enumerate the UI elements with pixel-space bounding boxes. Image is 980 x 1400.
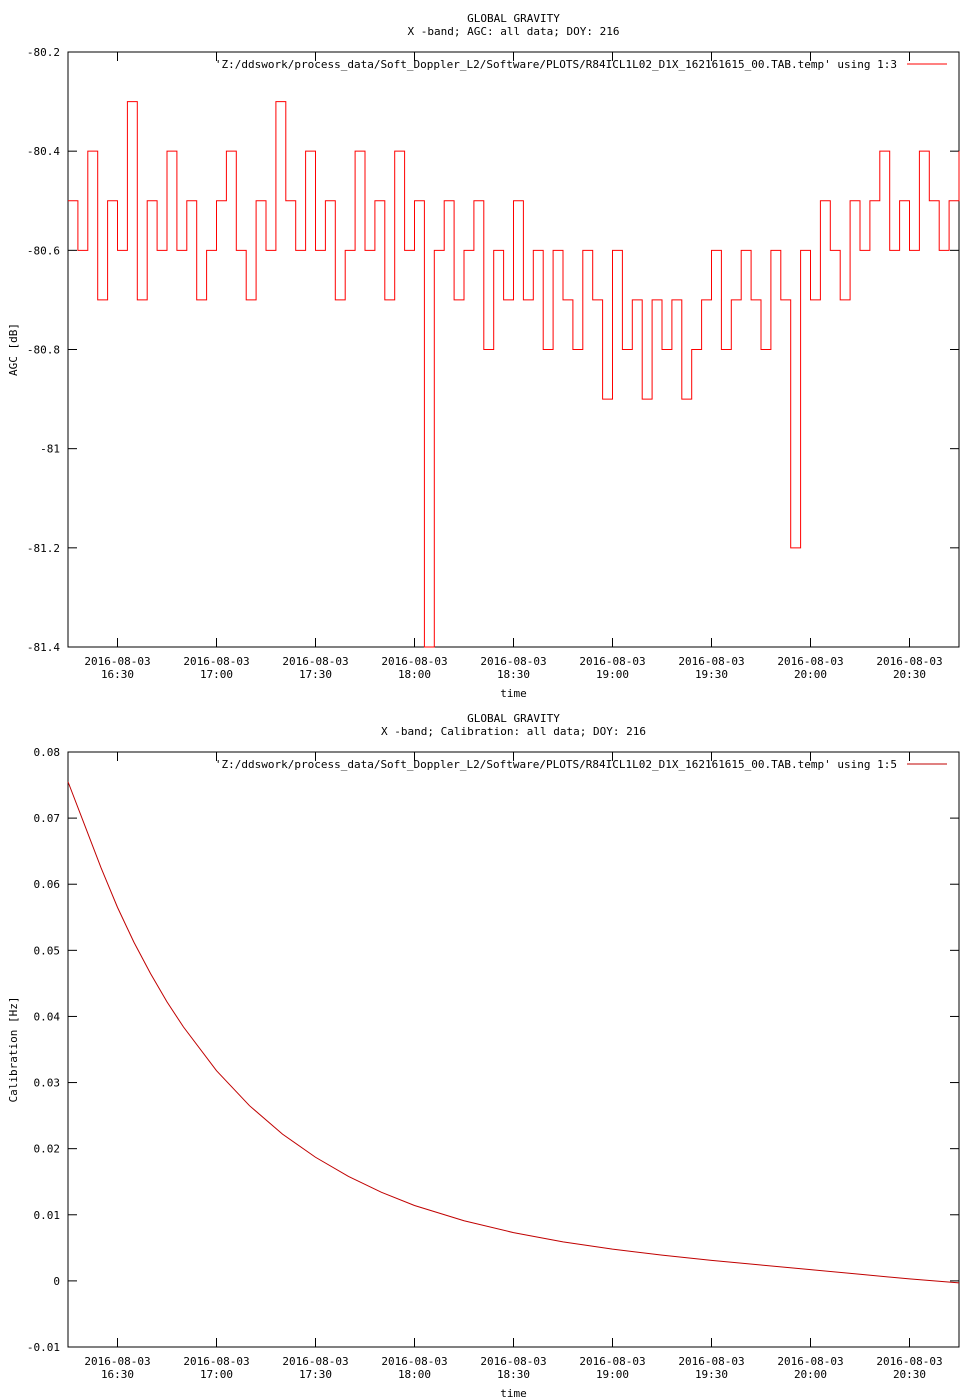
x-tick-date: 2016-08-03 [381,655,447,668]
chart-title: GLOBAL GRAVITY [467,712,560,725]
x-tick-date: 2016-08-03 [480,655,546,668]
y-tick-label: -81.2 [27,542,60,555]
x-tick-date: 2016-08-03 [678,1355,744,1368]
x-tick-date: 2016-08-03 [678,655,744,668]
x-tick-date: 2016-08-03 [381,1355,447,1368]
x-tick-date: 2016-08-03 [84,1355,150,1368]
x-tick-date: 2016-08-03 [183,655,249,668]
y-tick-label: -80.2 [27,46,60,59]
y-tick-label: 0.05 [34,944,61,957]
x-tick-time: 17:00 [200,1368,233,1381]
y-axis-label: AGC [dB] [7,323,20,376]
x-tick-time: 17:00 [200,668,233,681]
y-tick-label: -80.6 [27,244,60,257]
legend-label: 'Z:/ddswork/process_data/Soft_Doppler_L2… [215,58,897,71]
chart-subtitle: X -band; Calibration: all data; DOY: 216 [381,725,646,738]
y-tick-label: -81 [40,443,60,456]
x-tick-time: 20:30 [893,1368,926,1381]
plot-frame [67,51,960,648]
x-tick-date: 2016-08-03 [480,1355,546,1368]
x-tick-time: 19:00 [596,1368,629,1381]
series-line [68,101,960,648]
x-tick-time: 20:00 [794,668,827,681]
y-tick-label: 0.02 [34,1143,61,1156]
x-tick-time: 18:00 [398,1368,431,1381]
y-tick-label: -0.01 [27,1341,60,1354]
x-axis-label: time [500,1387,527,1400]
x-axis-label: time [500,687,527,700]
chart-title: GLOBAL GRAVITY [467,12,560,25]
x-tick-time: 17:30 [299,1368,332,1381]
x-tick-time: 20:00 [794,1368,827,1381]
chart-subtitle: X -band; AGC: all data; DOY: 216 [408,25,620,38]
legend-label: 'Z:/ddswork/process_data/Soft_Doppler_L2… [215,758,897,771]
y-tick-label: -80.8 [27,344,60,357]
x-tick-time: 18:30 [497,668,530,681]
x-tick-date: 2016-08-03 [777,655,843,668]
y-tick-label: 0.07 [34,812,61,825]
y-tick-label: 0.04 [34,1010,61,1023]
x-tick-date: 2016-08-03 [84,655,150,668]
x-tick-time: 16:30 [101,1368,134,1381]
plot-frame [67,751,960,1348]
x-tick-date: 2016-08-03 [876,1355,942,1368]
x-tick-time: 18:30 [497,1368,530,1381]
y-tick-label: 0 [53,1275,60,1288]
x-tick-time: 16:30 [101,668,134,681]
series-line [67,781,960,1284]
x-tick-time: 17:30 [299,668,332,681]
x-tick-date: 2016-08-03 [579,1355,645,1368]
y-axis-label: Calibration [Hz] [7,997,20,1103]
x-tick-date: 2016-08-03 [777,1355,843,1368]
y-tick-label: -80.4 [27,145,60,158]
y-tick-label: 0.03 [34,1077,61,1090]
x-tick-time: 19:30 [695,1368,728,1381]
y-tick-label: 0.08 [34,746,61,759]
x-tick-time: 19:00 [596,668,629,681]
x-tick-date: 2016-08-03 [282,1355,348,1368]
x-tick-time: 18:00 [398,668,431,681]
x-tick-date: 2016-08-03 [282,655,348,668]
x-tick-date: 2016-08-03 [579,655,645,668]
x-tick-date: 2016-08-03 [183,1355,249,1368]
y-tick-label: 0.06 [34,878,61,891]
y-tick-label: -81.4 [27,641,60,654]
x-tick-date: 2016-08-03 [876,655,942,668]
y-tick-label: 0.01 [34,1209,61,1222]
x-tick-time: 19:30 [695,668,728,681]
x-tick-time: 20:30 [893,668,926,681]
